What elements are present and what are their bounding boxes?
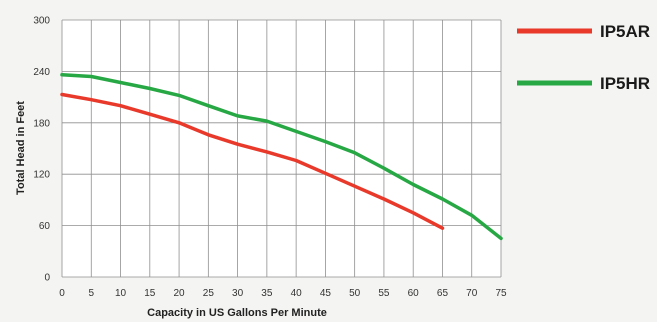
x-tick-label: 45: [320, 288, 332, 299]
x-tick-label: 60: [408, 288, 420, 299]
x-tick-label: 50: [349, 288, 361, 299]
x-tick-label: 20: [174, 288, 186, 299]
y-tick-label: 0: [44, 273, 50, 284]
x-axis-label: Capacity in US Gallons Per Minute: [147, 307, 327, 319]
x-tick-label: 30: [232, 288, 244, 299]
y-tick-label: 300: [33, 16, 50, 27]
x-tick-label: 55: [378, 288, 390, 299]
x-tick-label: 75: [495, 288, 507, 299]
grid: [61, 19, 502, 278]
y-tick-label: 180: [33, 118, 50, 129]
x-tick-label: 10: [115, 288, 127, 299]
y-tick-label: 240: [33, 67, 50, 78]
series-line-ip5ar: [60, 92, 445, 230]
legend-label-ip5ar: IP5AR: [600, 22, 650, 41]
x-tick-label: 70: [466, 288, 478, 299]
series-lines: [60, 73, 503, 241]
x-tick-label: 40: [291, 288, 303, 299]
legend-label-ip5hr: IP5HR: [600, 74, 650, 93]
x-tick-label: 0: [59, 288, 65, 299]
x-tick-label: 5: [88, 288, 94, 299]
x-tick-label: 15: [144, 288, 156, 299]
y-tick-label: 60: [39, 221, 51, 232]
legend: IP5AR IP5HR: [517, 22, 650, 93]
x-tick-label: 65: [437, 288, 449, 299]
x-tick-label: 35: [261, 288, 273, 299]
x-axis-ticks: 0 5 10 15 20 25 30 35 40 45 50 55 60 65 70 75: [59, 288, 507, 299]
y-axis-ticks: 0 60 120 180 240 300: [33, 16, 50, 284]
x-tick-label: 25: [203, 288, 215, 299]
y-axis-label: Total Head in Feet: [15, 101, 27, 195]
series-line-ip5hr: [60, 73, 503, 241]
y-tick-label: 120: [33, 170, 50, 181]
plot-area: [62, 20, 501, 277]
